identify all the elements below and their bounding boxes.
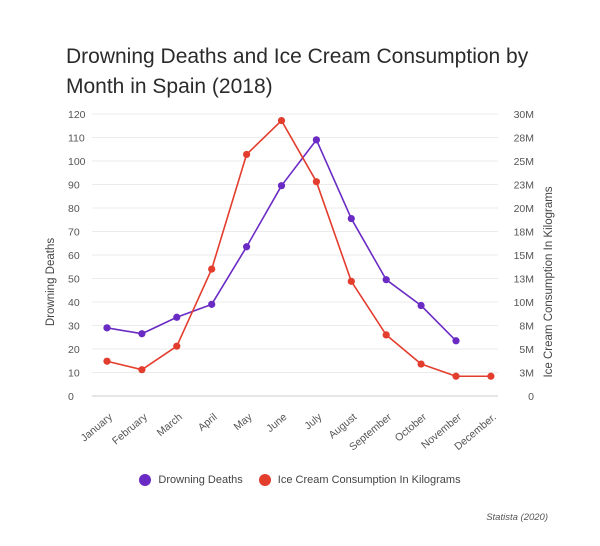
data-point[interactable] xyxy=(243,150,251,159)
right-y-tick-label: 18M xyxy=(514,227,534,239)
data-point[interactable] xyxy=(312,178,320,186)
right-y-tick-label: 3M xyxy=(519,368,534,380)
legend-marker-drowning xyxy=(139,474,152,486)
series-ice-cream xyxy=(103,116,495,380)
data-point[interactable] xyxy=(382,331,390,339)
left-y-axis-title: Drowning Deaths xyxy=(45,238,57,326)
right-y-tick-label: 30M xyxy=(514,109,534,121)
left-y-tick-label: 90 xyxy=(68,180,80,192)
left-y-tick-label: 40 xyxy=(68,297,80,309)
right-y-tick-label: 13M xyxy=(514,274,534,286)
data-point[interactable] xyxy=(417,301,425,310)
right-y-tick-label: 5M xyxy=(519,344,534,356)
data-point[interactable] xyxy=(277,182,286,190)
right-y-tick-label: 23M xyxy=(514,180,534,192)
data-point[interactable] xyxy=(347,214,355,223)
left-y-tick-label: 30 xyxy=(68,321,80,333)
x-tick-label: February xyxy=(110,411,150,448)
legend: Drowning Deaths Ice Cream Consumption In… xyxy=(0,474,600,486)
data-point[interactable] xyxy=(243,243,251,251)
left-y-tick-label: 0 xyxy=(68,391,74,403)
right-y-tick-label: 28M xyxy=(514,133,534,145)
legend-label-drowning: Drowning Deaths xyxy=(158,474,243,486)
data-point[interactable] xyxy=(138,366,146,374)
left-y-tick-label: 110 xyxy=(68,133,85,145)
data-point[interactable] xyxy=(138,330,146,338)
left-y-tick-label: 60 xyxy=(68,250,80,262)
source-credit: Statista (2020) xyxy=(486,512,548,523)
data-point[interactable] xyxy=(487,372,495,380)
series-line xyxy=(106,119,491,378)
x-tick-label: July xyxy=(302,411,325,433)
x-tick-label: April xyxy=(196,411,220,434)
left-y-tick-label: 70 xyxy=(68,227,80,239)
right-y-axis: 0 3M 5M 8M 10M 13M 15M 18M 20M 23M 25M 28M 30M xyxy=(514,109,535,403)
left-y-tick-label: 120 xyxy=(68,109,86,121)
data-point[interactable] xyxy=(312,136,320,144)
data-point[interactable] xyxy=(173,313,181,321)
data-point[interactable] xyxy=(347,277,355,285)
data-point[interactable] xyxy=(173,342,181,350)
legend-marker-ice-cream xyxy=(258,474,271,486)
right-y-tick-label: 15M xyxy=(514,250,534,262)
left-y-tick-label: 10 xyxy=(68,368,80,380)
series-lines xyxy=(103,116,495,380)
right-y-tick-label: 10M xyxy=(514,297,534,309)
left-y-axis: 0 10 20 30 40 50 60 70 80 90 100 110 120 xyxy=(68,109,86,403)
data-point[interactable] xyxy=(277,116,286,125)
left-y-tick-label: 50 xyxy=(68,274,80,286)
grid-lines xyxy=(92,113,498,397)
right-y-tick-label: 0 xyxy=(528,391,534,403)
right-y-tick-label: 25M xyxy=(514,156,534,168)
left-y-tick-label: 100 xyxy=(68,156,86,168)
right-y-tick-label: 8M xyxy=(519,321,534,333)
series-drowning-deaths xyxy=(103,136,460,345)
x-tick-label: June xyxy=(264,411,289,435)
right-y-tick-label: 20M xyxy=(514,203,534,215)
chart-title: Drowning Deaths and Ice Cream Consumptio… xyxy=(66,45,529,98)
data-point[interactable] xyxy=(103,357,111,365)
data-point[interactable] xyxy=(103,324,111,332)
x-tick-label: March xyxy=(155,411,185,439)
legend-item-ice-cream[interactable]: Ice Cream Consumption In Kilograms xyxy=(258,474,461,486)
x-tick-label: May xyxy=(232,411,255,433)
right-y-axis-title: Ice Cream Consumption In Kilograms xyxy=(543,186,555,377)
data-point[interactable] xyxy=(208,300,216,308)
data-point[interactable] xyxy=(452,337,460,345)
data-point[interactable] xyxy=(382,276,390,284)
data-point[interactable] xyxy=(452,372,460,380)
legend-label-ice-cream: Ice Cream Consumption In Kilograms xyxy=(277,474,461,486)
data-point[interactable] xyxy=(417,360,425,368)
series-line xyxy=(106,139,457,342)
left-y-tick-label: 80 xyxy=(68,203,80,215)
legend-item-drowning[interactable]: Drowning Deaths xyxy=(139,474,243,486)
left-y-tick-label: 20 xyxy=(68,344,80,356)
data-point[interactable] xyxy=(208,265,216,273)
